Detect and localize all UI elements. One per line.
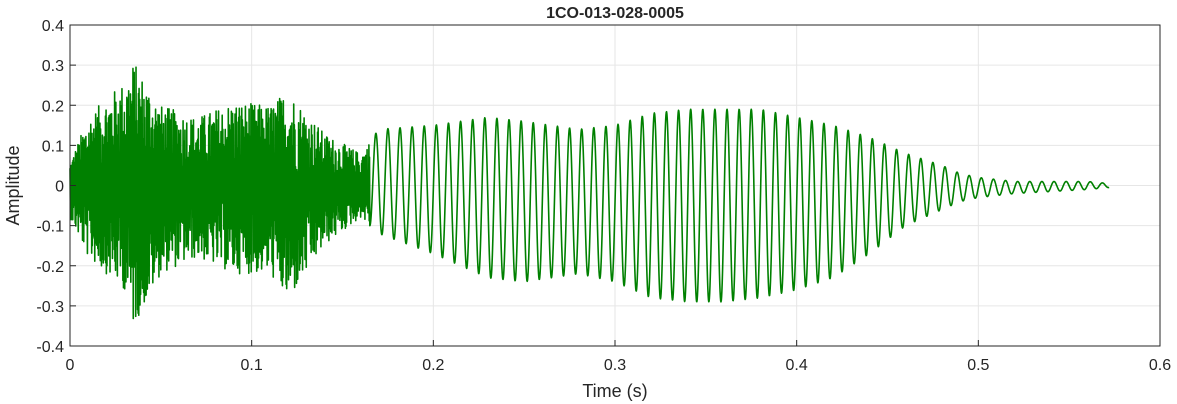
y-axis-ticks: 0.4 0.3 0.2 0.1 0 -0.1 -0.2 -0.3 -0.4 (36, 18, 76, 356)
chart-title: 1CO-013-028-0005 (546, 5, 684, 22)
x-tick-label: 0.5 (967, 357, 989, 374)
y-tick-label: 0.1 (42, 138, 64, 155)
x-axis-ticks: 0 0.1 0.2 0.3 0.4 0.5 0.6 (66, 340, 1171, 374)
y-tick-label: -0.3 (36, 299, 64, 316)
x-tick-label: 0.1 (241, 357, 263, 374)
x-tick-label: 0.6 (1149, 357, 1171, 374)
y-tick-label: 0.2 (42, 98, 64, 115)
signal-line (69, 66, 1110, 320)
y-tick-label: 0 (55, 179, 64, 196)
y-tick-label: 0.4 (42, 18, 64, 35)
y-tick-label: -0.4 (36, 339, 64, 356)
x-tick-label: 0.3 (604, 357, 626, 374)
y-tick-label: -0.2 (36, 259, 64, 276)
y-tick-label: 0.3 (42, 58, 64, 75)
y-tick-label: -0.1 (36, 219, 64, 236)
x-tick-label: 0.2 (422, 357, 444, 374)
y-axis-label: Amplitude (3, 145, 23, 225)
x-tick-label: 0 (66, 357, 75, 374)
x-tick-label: 0.4 (786, 357, 808, 374)
x-axis-label: Time (s) (582, 381, 647, 401)
